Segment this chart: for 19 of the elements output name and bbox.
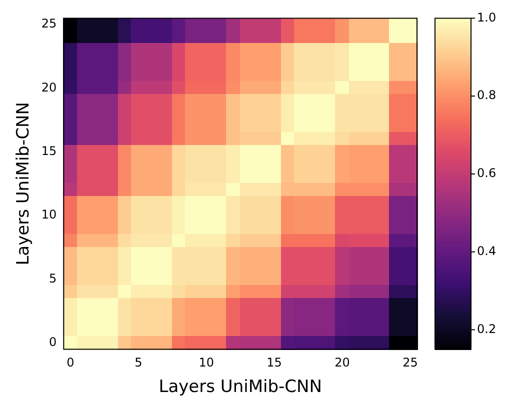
y-tick-label: 15 [41, 144, 57, 158]
y-tick-label: 0 [49, 334, 57, 349]
x-tick-label: 0 [66, 356, 74, 370]
x-axis-title: Layers UniMib-CNN [158, 377, 322, 398]
x-tick-label: 20 [334, 356, 350, 370]
y-tick-label: 5 [49, 271, 57, 286]
color-bar-label: 0.8 [477, 88, 496, 102]
x-tick-label: 25 [402, 356, 418, 370]
y-axis-title: Layers UniMib-CNN [14, 102, 34, 266]
color-bar-label: 0.6 [477, 166, 496, 180]
color-bar-label: 0.4 [477, 244, 496, 258]
y-tick-label: 10 [41, 208, 57, 222]
x-tick-label: 5 [134, 356, 142, 370]
color-bar-label: 1.0 [477, 10, 496, 24]
x-tick-label: 15 [266, 356, 282, 370]
y-tick-label: 25 [41, 16, 57, 31]
color-bar-label: 0.2 [477, 322, 496, 336]
x-tick-label: 10 [198, 356, 214, 370]
y-tick-label: 20 [41, 80, 57, 94]
